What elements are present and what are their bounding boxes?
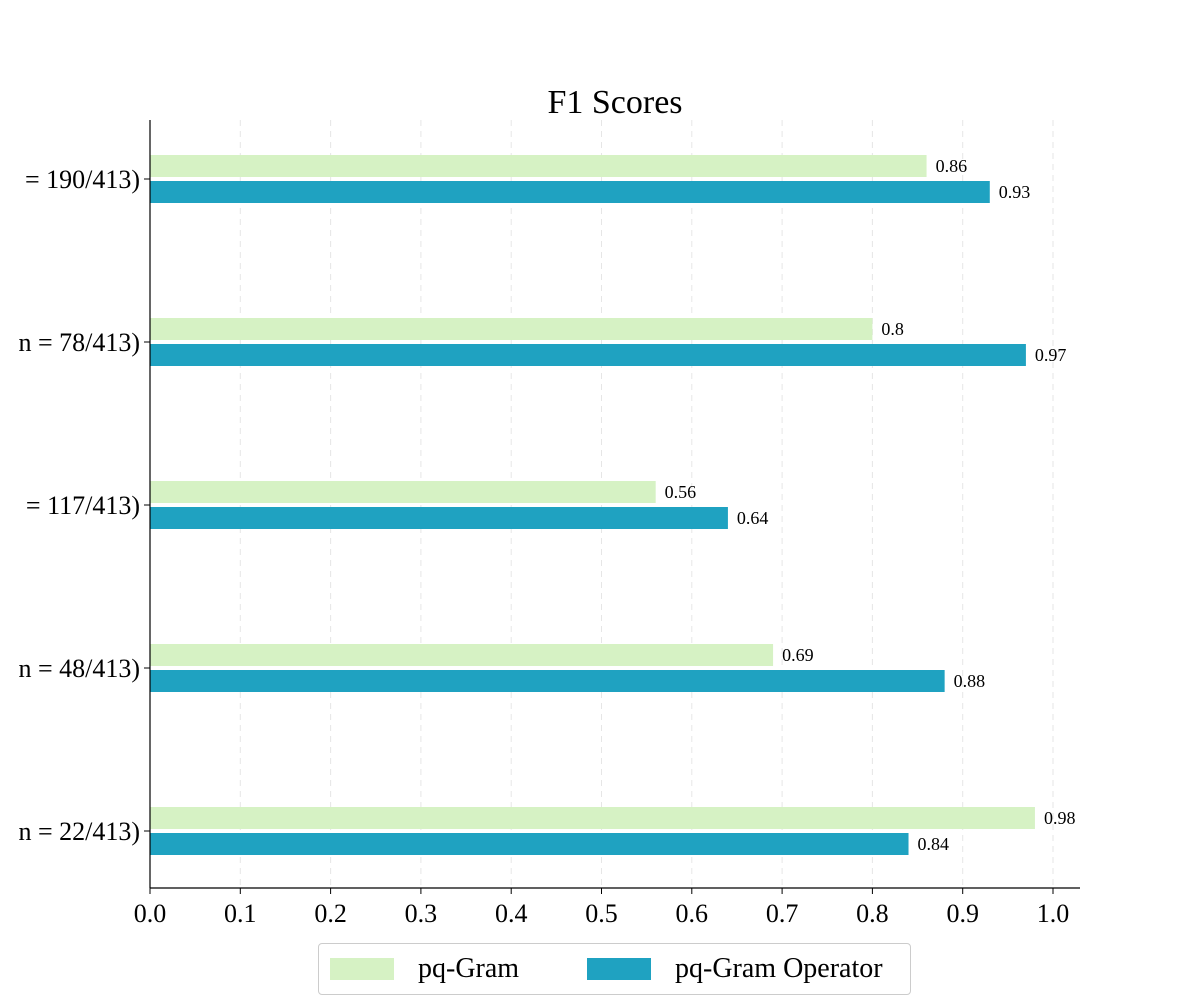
x-tick-label: 0.0 — [134, 899, 167, 928]
legend-swatch-pq-gram-operator — [587, 958, 651, 980]
bar-pq-gram — [150, 481, 656, 503]
bar-value-label: 0.86 — [936, 156, 968, 176]
bar-value-label: 0.98 — [1044, 808, 1076, 828]
axes: 0.0 0.1 0.2 0.3 0.4 0.5 0.6 0.7 0.8 0.9 1.0 = 190/4… — [18, 120, 1080, 928]
bar-value-label: 0.64 — [737, 508, 769, 528]
bar-pq-gram — [150, 155, 927, 177]
bar-pq-gram-operator — [150, 507, 728, 529]
bar-pq-gram-operator — [150, 833, 909, 855]
x-tick-label: 1.0 — [1037, 899, 1070, 928]
x-tick-label: 0.6 — [676, 899, 709, 928]
x-tick-label: 0.1 — [224, 899, 257, 928]
bar-pq-gram-operator — [150, 670, 945, 692]
legend-item-pq-gram: pq-Gram — [330, 953, 520, 984]
x-tick-label: 0.8 — [856, 899, 889, 928]
x-tick-label: 0.3 — [405, 899, 438, 928]
bar-pq-gram — [150, 807, 1035, 829]
bar-pq-gram — [150, 318, 873, 340]
grid-lines — [239, 120, 1054, 888]
bar-value-label: 0.69 — [782, 645, 814, 665]
bar-value-label: 0.88 — [954, 671, 986, 691]
category-label: = 117/413) — [26, 491, 140, 520]
legend-label-pq-gram-operator: pq-Gram Operator — [675, 953, 883, 984]
bar-value-label: 0.84 — [918, 834, 950, 854]
x-tick-label: 0.7 — [766, 899, 799, 928]
category-label: = 190/413) — [25, 165, 140, 194]
bar-value-label: 0.97 — [1035, 345, 1067, 365]
legend-item-pq-gram-operator: pq-Gram Operator — [587, 953, 883, 984]
chart-title: F1 Scores — [547, 84, 682, 121]
category-label: n = 78/413) — [18, 328, 140, 357]
legend-swatch-pq-gram — [330, 958, 394, 980]
bars: 0.86 0.93 0.8 0.97 0.56 0.64 0.69 0.88 0.98 0.84 — [150, 155, 1075, 855]
bar-value-label: 0.93 — [999, 182, 1031, 202]
category-label: n = 48/413) — [18, 654, 140, 683]
category-label: n = 22/413) — [18, 817, 140, 846]
bar-pq-gram-operator — [150, 344, 1026, 366]
x-tick-label: 0.4 — [495, 899, 528, 928]
bar-pq-gram-operator — [150, 181, 990, 203]
legend-label-pq-gram: pq-Gram — [418, 953, 520, 984]
bar-pq-gram — [150, 644, 774, 666]
x-tick-label: 0.2 — [314, 899, 347, 928]
bar-value-label: 0.8 — [881, 319, 904, 339]
bar-value-label: 0.56 — [665, 482, 697, 502]
legend: pq-Gram pq-Gram Operator — [318, 943, 911, 995]
x-tick-label: 0.5 — [585, 899, 618, 928]
x-tick-label: 0.9 — [946, 899, 979, 928]
